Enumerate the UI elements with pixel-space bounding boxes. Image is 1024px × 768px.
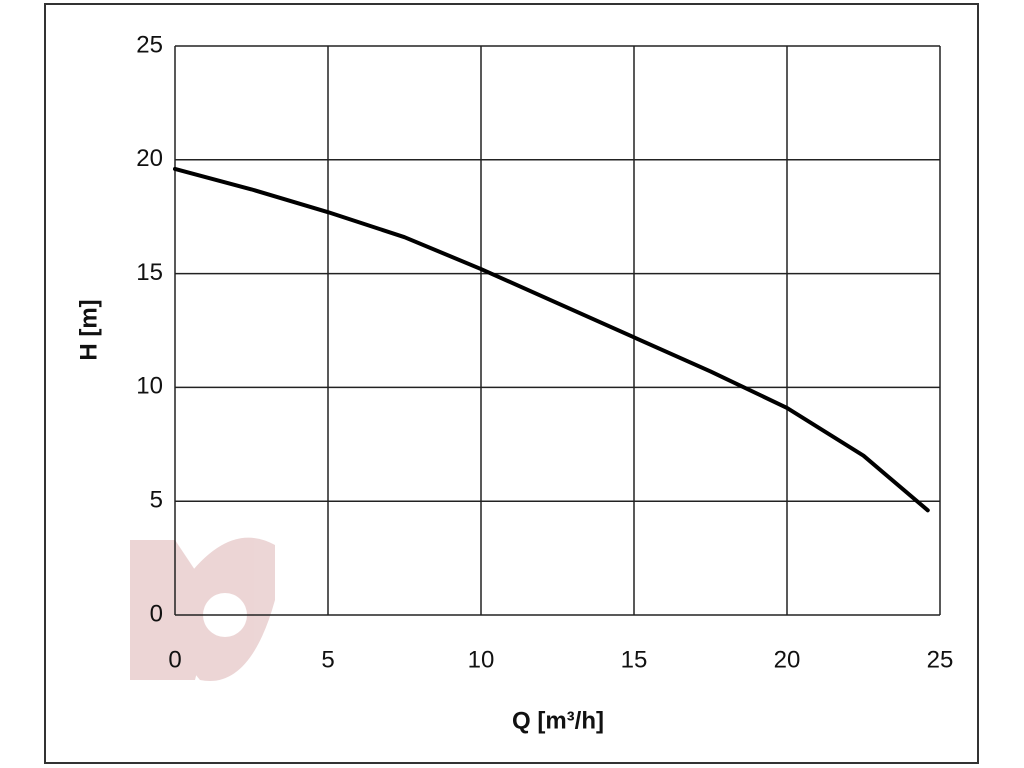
y-tick-label: 20 bbox=[136, 145, 163, 172]
y-tick-label: 15 bbox=[136, 259, 163, 286]
x-tick-label: 5 bbox=[321, 646, 334, 673]
line-series bbox=[173, 166, 930, 513]
x-tick-label: 0 bbox=[168, 646, 181, 673]
x-tick-label: 10 bbox=[468, 646, 495, 673]
y-tick-label: 10 bbox=[136, 373, 163, 400]
y-tick-label: 0 bbox=[150, 600, 163, 627]
watermark bbox=[130, 537, 275, 681]
x-tick-label: 20 bbox=[774, 646, 801, 673]
y-tick-label: 5 bbox=[150, 487, 163, 514]
x-axis-label: Q [m³/h] bbox=[512, 707, 604, 734]
y-tick-label: 25 bbox=[136, 31, 163, 58]
y-axis-label: H [m] bbox=[75, 299, 102, 360]
x-tick-label: 15 bbox=[621, 646, 648, 673]
x-tick-label: 25 bbox=[927, 646, 954, 673]
frame bbox=[44, 3, 979, 764]
